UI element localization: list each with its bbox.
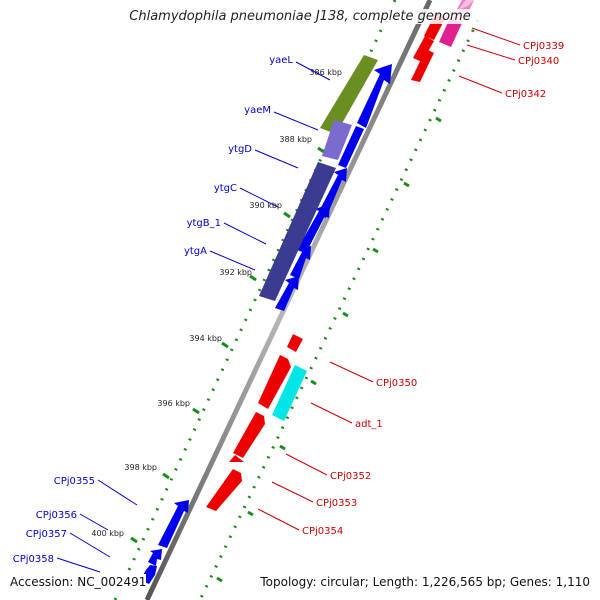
gene-label: CPj0340 [518,56,559,67]
gene-arrow [275,276,299,311]
ruler-label: 386 kbp [309,68,342,77]
accession-label: Accession: NC_002491 [10,574,147,590]
gene-label: CPj0357 [26,529,67,540]
gene-arrow [158,500,189,548]
gene-label: adt_1 [355,419,383,430]
feature-indigo [259,162,336,301]
gene-label: CPj0356 [36,510,77,521]
feature-cyan [272,365,307,421]
gene-arrow [258,355,291,409]
ruler-label: 396 kbp [157,399,190,408]
forward-strand-genes [140,64,392,584]
gene-label: CPj0339 [523,41,564,52]
ruler-label: 398 kbp [124,463,157,472]
gene-arrow [317,168,347,218]
gene-label: CPj0352 [330,471,371,482]
reverse-strand-genes [206,12,446,511]
left-leader-lines [56,61,331,573]
ruler-major-ticks [130,78,442,583]
gene-arrow [229,455,244,462]
gene-label: CPj0358 [13,554,54,565]
topology-label: Topology: circular; Length: 1,226,565 bp… [260,574,590,590]
ruler-label: 400 kbp [91,529,124,538]
gene-label: CPj0342 [505,89,546,100]
gene-arrow [411,49,434,82]
gene-label: ytgA [184,246,207,257]
gene-label: CPj0354 [302,526,343,537]
ruler-label: 390 kbp [249,201,282,210]
feature-olive [320,55,378,134]
ruler-label: 388 kbp [279,135,312,144]
gene-arrow [290,246,311,279]
gene-label: CPj0350 [376,378,417,389]
left-gene-labels: yaeL yaeM ytgD ytgC ytgB_1 ytgA CPj0355 … [13,55,294,565]
gene-label: yaeL [269,55,293,66]
gene-label: ytgB_1 [187,218,221,229]
gene-label: ytgC [214,183,237,194]
gene-arrow [338,126,364,168]
gene-arrow [206,469,242,511]
ruler-label: 394 kbp [189,334,222,343]
right-gene-labels: CPj0339 CPj0340 CPj0342 CPj0350 adt_1 CP… [302,41,564,537]
feature-blocks [259,55,378,301]
gene-label: CPj0355 [54,476,95,487]
ruler-labels: 386 kbp 388 kbp 390 kbp 392 kbp 394 kbp … [91,68,342,538]
gene-label: CPj0353 [316,498,357,509]
feature-lavender [322,120,352,160]
gene-arrow [287,334,303,352]
gene-label: yaeM [244,105,271,116]
gene-arrow [297,204,330,253]
ruler-label: 392 kbp [219,268,252,277]
gene-arrow [233,412,265,458]
gene-arrow [148,549,162,566]
right-leader-lines [257,27,521,531]
gene-label: ytgD [228,144,252,155]
gene-arrow [413,36,434,62]
gene-arrow [357,64,392,128]
map-title: Chlamydophila pneumoniae J138, complete … [0,9,600,24]
